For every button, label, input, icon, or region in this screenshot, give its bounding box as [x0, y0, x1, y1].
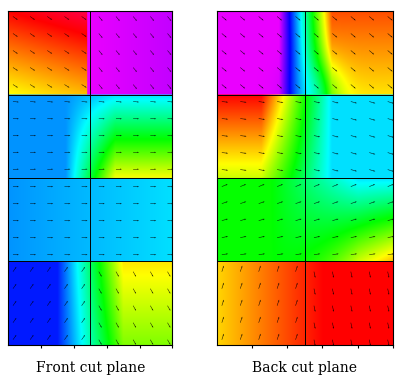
X-axis label: Front cut plane: Front cut plane [36, 361, 145, 375]
X-axis label: Back cut plane: Back cut plane [252, 361, 357, 375]
